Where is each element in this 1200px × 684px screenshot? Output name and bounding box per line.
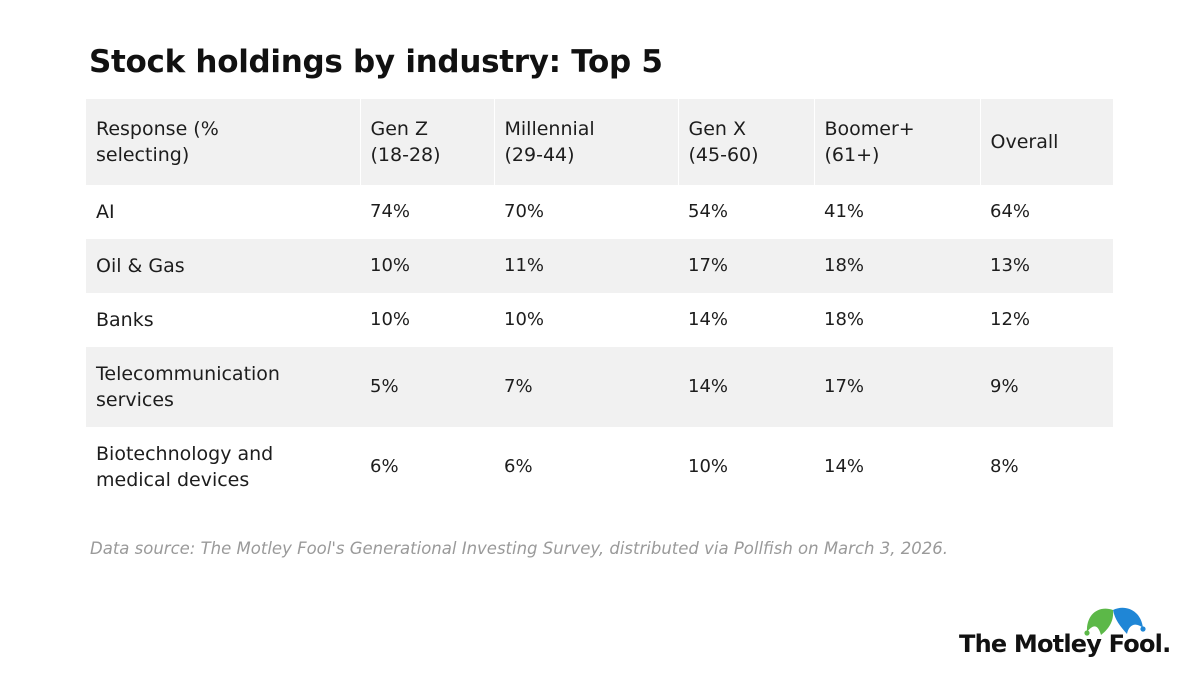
- holdings-table: Response (% selecting) Gen Z (18-28) Millenn…: [86, 99, 1113, 507]
- row-label: AI: [86, 185, 360, 239]
- row-label: Banks: [86, 293, 360, 347]
- cell-value: 14%: [688, 376, 729, 397]
- cell-value: 5%: [370, 376, 399, 397]
- motley-fool-logo: The Motley Fool.: [955, 602, 1171, 664]
- row-label-line: Biotechnology and: [96, 443, 274, 465]
- cell-value: 18%: [824, 309, 865, 330]
- row-label-line: Telecommunication: [96, 363, 280, 385]
- cell-value: 41%: [824, 201, 865, 222]
- row-label-line: Oil & Gas: [96, 255, 185, 277]
- column-header-line: (29-44): [504, 144, 575, 166]
- cell-value: 10%: [688, 456, 729, 477]
- cell-value: 12%: [990, 309, 1031, 330]
- cell-value: 17%: [824, 376, 865, 397]
- cell-value: 6%: [504, 456, 533, 477]
- column-header-line: Boomer+: [824, 118, 915, 140]
- data-source-note: Data source: The Motley Fool's Generatio…: [90, 539, 948, 558]
- cell-value: 17%: [688, 255, 729, 276]
- table-row: Banks 10% 10% 14% 18% 12%: [86, 293, 1113, 347]
- row-label: Oil & Gas: [86, 239, 360, 293]
- cell-value: 70%: [504, 201, 545, 222]
- cell-value: 7%: [504, 376, 533, 397]
- cell-value: 13%: [990, 255, 1031, 276]
- row-label: Telecommunication services: [86, 347, 360, 427]
- cell-value: 14%: [824, 456, 865, 477]
- logo-wordmark: The Motley Fool.: [959, 630, 1171, 658]
- column-header-line: (18-28): [370, 144, 441, 166]
- column-header-1: Gen Z (18-28): [360, 99, 495, 185]
- column-header-0: Response (% selecting): [86, 99, 361, 185]
- cell-value: 54%: [688, 201, 729, 222]
- row-label-line: AI: [96, 201, 115, 223]
- row-label-line: services: [96, 389, 174, 411]
- cell-value: 10%: [370, 309, 411, 330]
- table-row: Biotechnology and medical devices 6% 6% 10% 1…: [86, 427, 1113, 507]
- cell-value: 6%: [370, 456, 399, 477]
- column-header-line: (61+): [824, 144, 880, 166]
- table-header-row: Response (% selecting) Gen Z (18-28) Millenn…: [86, 99, 1113, 185]
- chart-title: Stock holdings by industry: Top 5: [89, 44, 663, 80]
- cell-value: 10%: [370, 255, 411, 276]
- column-header-line: Gen X: [688, 118, 747, 140]
- column-header-5: Overall: [980, 99, 1113, 185]
- cell-value: 74%: [370, 201, 411, 222]
- column-header-3: Gen X (45-60): [678, 99, 815, 185]
- cell-value: 10%: [504, 309, 545, 330]
- row-label-line: medical devices: [96, 469, 250, 491]
- table-row: Oil & Gas 10% 11% 17% 18% 13%: [86, 239, 1113, 293]
- cell-value: 11%: [504, 255, 545, 276]
- cell-value: 64%: [990, 201, 1031, 222]
- column-header-line: (45-60): [688, 144, 759, 166]
- column-header-line: selecting): [96, 144, 190, 166]
- row-label-line: Banks: [96, 309, 154, 331]
- column-header-line: Gen Z: [370, 118, 429, 140]
- row-label: Biotechnology and medical devices: [86, 427, 360, 507]
- column-header-line: Overall: [990, 131, 1059, 153]
- cell-value: 9%: [990, 376, 1019, 397]
- column-header-4: Boomer+ (61+): [814, 99, 981, 185]
- column-header-line: Response (%: [96, 118, 219, 140]
- table-row: Telecommunication services 5% 7% 14% 17% 9%: [86, 347, 1113, 427]
- column-header-2: Millennial (29-44): [494, 99, 679, 185]
- jester-hat-icon: [1084, 607, 1146, 636]
- table-body: AI 74% 70% 54% 41% 64% Oil & Gas 10% 11% 17% 18% 13…: [86, 185, 1113, 507]
- table-row: AI 74% 70% 54% 41% 64%: [86, 185, 1113, 239]
- cell-value: 8%: [990, 456, 1019, 477]
- column-header-line: Millennial: [504, 118, 595, 140]
- cell-value: 14%: [688, 309, 729, 330]
- cell-value: 18%: [824, 255, 865, 276]
